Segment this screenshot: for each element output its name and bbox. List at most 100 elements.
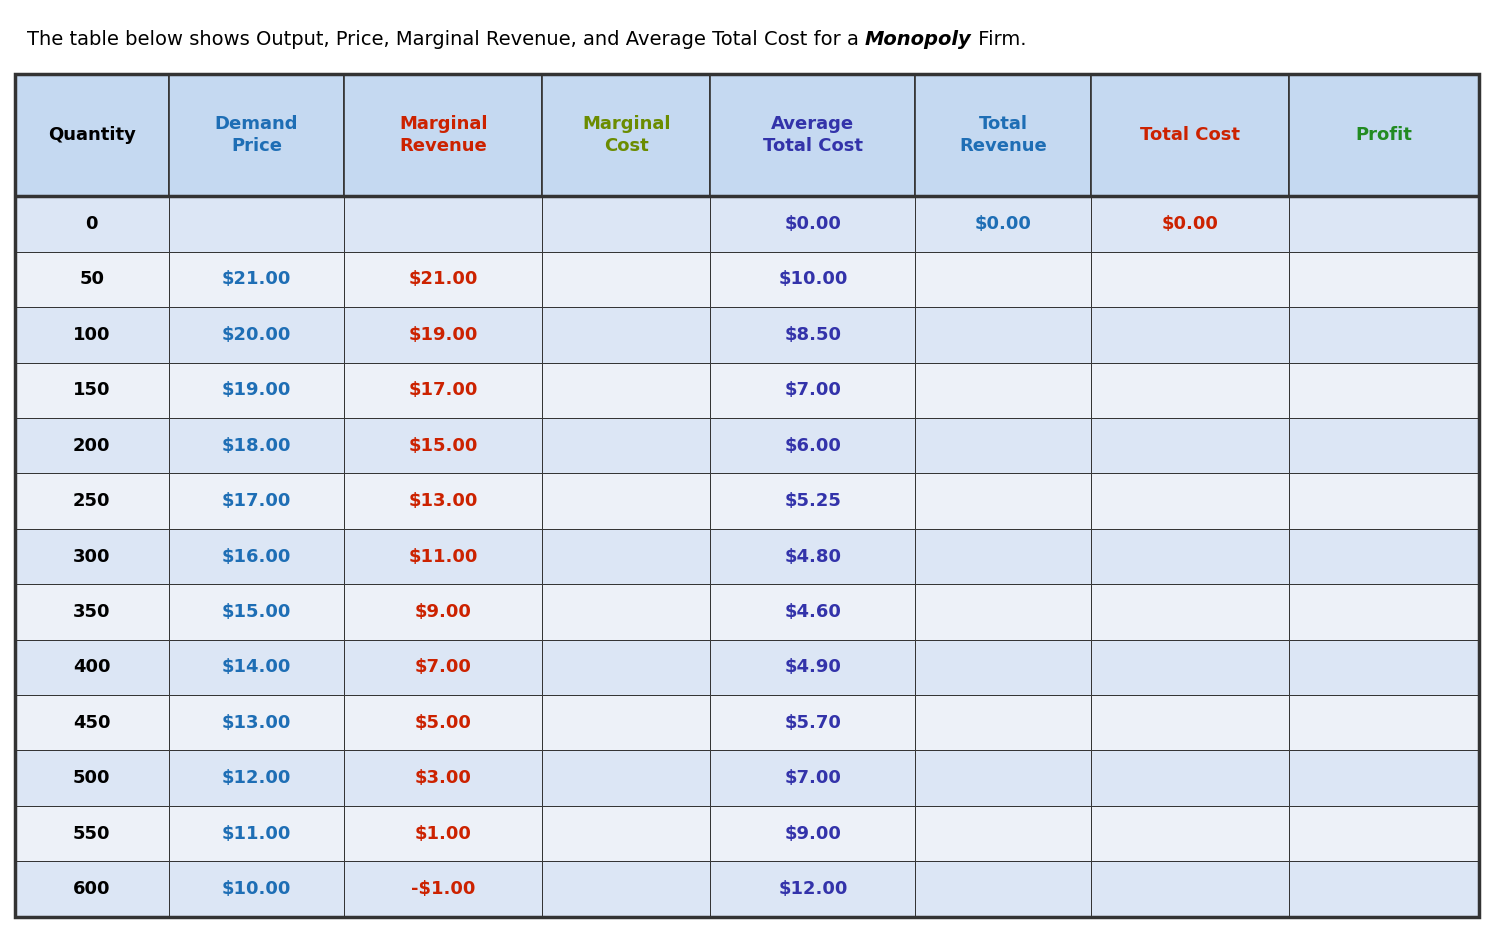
Bar bbox=[169, 196, 344, 252]
Bar bbox=[15, 196, 169, 252]
Bar bbox=[1289, 252, 1479, 307]
Text: $10.00: $10.00 bbox=[778, 270, 847, 288]
Text: $5.00: $5.00 bbox=[415, 714, 472, 732]
Bar bbox=[542, 196, 710, 252]
Bar bbox=[1289, 640, 1479, 695]
Bar bbox=[710, 362, 916, 418]
Bar bbox=[1289, 473, 1479, 529]
Text: $15.00: $15.00 bbox=[408, 437, 478, 455]
Bar bbox=[15, 640, 169, 695]
Bar bbox=[169, 806, 344, 861]
Text: Monopoly: Monopoly bbox=[865, 31, 971, 49]
Bar bbox=[916, 74, 1091, 196]
Bar bbox=[1289, 750, 1479, 806]
Bar bbox=[916, 695, 1091, 750]
Bar bbox=[710, 640, 916, 695]
Bar bbox=[1289, 529, 1479, 584]
Bar bbox=[1091, 806, 1289, 861]
Text: $17.00: $17.00 bbox=[221, 492, 291, 510]
Bar bbox=[344, 806, 542, 861]
Bar bbox=[916, 750, 1091, 806]
Bar bbox=[542, 529, 710, 584]
Bar bbox=[15, 252, 169, 307]
Text: The table below shows Output, Price, Marginal Revenue, and Average Total Cost fo: The table below shows Output, Price, Mar… bbox=[27, 31, 865, 49]
Bar bbox=[710, 861, 916, 917]
Bar bbox=[542, 74, 710, 196]
Bar bbox=[542, 307, 710, 362]
Bar bbox=[1091, 252, 1289, 307]
Bar bbox=[344, 529, 542, 584]
Bar bbox=[169, 640, 344, 695]
Text: $0.00: $0.00 bbox=[974, 215, 1032, 233]
Bar bbox=[1091, 307, 1289, 362]
Text: 100: 100 bbox=[73, 326, 111, 344]
Text: Marginal
Revenue: Marginal Revenue bbox=[399, 115, 487, 156]
Text: Average
Total Cost: Average Total Cost bbox=[763, 115, 864, 156]
Text: $4.80: $4.80 bbox=[784, 547, 841, 566]
Bar bbox=[344, 196, 542, 252]
Text: $19.00: $19.00 bbox=[408, 326, 478, 344]
Bar bbox=[1091, 473, 1289, 529]
Text: 400: 400 bbox=[73, 658, 111, 676]
Text: $21.00: $21.00 bbox=[408, 270, 478, 288]
Bar bbox=[1091, 750, 1289, 806]
Bar bbox=[169, 74, 344, 196]
Bar bbox=[1091, 640, 1289, 695]
Text: 550: 550 bbox=[73, 825, 111, 843]
Text: Marginal
Cost: Marginal Cost bbox=[583, 115, 671, 156]
Bar bbox=[1091, 196, 1289, 252]
Bar bbox=[916, 861, 1091, 917]
Bar bbox=[1091, 529, 1289, 584]
Bar bbox=[344, 695, 542, 750]
Bar bbox=[169, 861, 344, 917]
Bar bbox=[542, 695, 710, 750]
Bar bbox=[1091, 362, 1289, 418]
Text: 300: 300 bbox=[73, 547, 111, 566]
Bar bbox=[542, 473, 710, 529]
Text: $5.25: $5.25 bbox=[784, 492, 841, 510]
Text: 200: 200 bbox=[73, 437, 111, 455]
Bar bbox=[710, 252, 916, 307]
Bar bbox=[15, 473, 169, 529]
Bar bbox=[344, 473, 542, 529]
Bar bbox=[344, 74, 542, 196]
Text: Firm.: Firm. bbox=[971, 31, 1026, 49]
Bar bbox=[542, 640, 710, 695]
Bar bbox=[1289, 196, 1479, 252]
Text: $16.00: $16.00 bbox=[221, 547, 291, 566]
Text: $20.00: $20.00 bbox=[221, 326, 291, 344]
Text: $5.70: $5.70 bbox=[784, 714, 841, 732]
Text: 500: 500 bbox=[73, 770, 111, 787]
Bar bbox=[15, 861, 169, 917]
Text: $17.00: $17.00 bbox=[408, 382, 478, 399]
Text: Profit: Profit bbox=[1355, 126, 1412, 144]
Bar bbox=[15, 695, 169, 750]
Bar bbox=[916, 418, 1091, 473]
Bar bbox=[916, 196, 1091, 252]
Bar bbox=[1289, 584, 1479, 640]
Bar bbox=[15, 307, 169, 362]
Text: $9.00: $9.00 bbox=[415, 603, 472, 621]
Bar bbox=[916, 362, 1091, 418]
Bar bbox=[169, 418, 344, 473]
Bar bbox=[169, 362, 344, 418]
Bar bbox=[1289, 418, 1479, 473]
Bar bbox=[15, 362, 169, 418]
Bar bbox=[1289, 861, 1479, 917]
Bar bbox=[15, 806, 169, 861]
Bar bbox=[542, 362, 710, 418]
Text: $15.00: $15.00 bbox=[221, 603, 291, 621]
Text: $14.00: $14.00 bbox=[221, 658, 291, 676]
Text: -$1.00: -$1.00 bbox=[411, 880, 475, 898]
Bar bbox=[1091, 74, 1289, 196]
Bar bbox=[1289, 74, 1479, 196]
Bar bbox=[15, 750, 169, 806]
Bar bbox=[344, 362, 542, 418]
Text: $13.00: $13.00 bbox=[221, 714, 291, 732]
Bar bbox=[169, 307, 344, 362]
Bar bbox=[15, 584, 169, 640]
Bar bbox=[542, 252, 710, 307]
Bar bbox=[710, 307, 916, 362]
Bar bbox=[344, 252, 542, 307]
Text: $0.00: $0.00 bbox=[784, 215, 841, 233]
